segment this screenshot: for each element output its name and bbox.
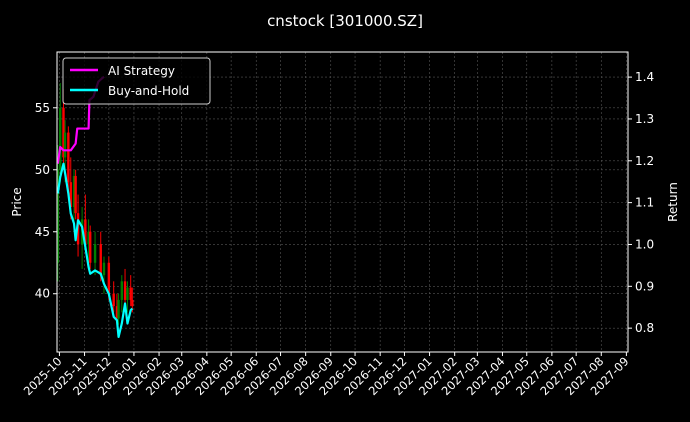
candle-body <box>123 281 127 300</box>
candle-body <box>69 182 72 207</box>
candle-body <box>89 231 92 263</box>
candle-body <box>126 287 129 300</box>
chart-title: cnstock [301000.SZ] <box>267 12 423 30</box>
candle-body <box>72 175 76 207</box>
candle-body <box>59 107 62 170</box>
candle-body <box>117 299 120 319</box>
candle-body <box>56 169 60 263</box>
candle-body <box>74 175 77 214</box>
axes: 2025-102025-112025-122026-012026-022026-… <box>21 70 654 398</box>
y-axis-right-label: Return <box>666 182 680 222</box>
y-left-tick-label: 50 <box>35 163 50 177</box>
series-line-buy-and-hold <box>56 162 134 339</box>
y-right-tick-label: 1.1 <box>635 196 654 210</box>
y-axis-left-label: Price <box>10 187 24 216</box>
candle-body <box>115 306 119 319</box>
plot-frame <box>56 51 629 353</box>
candle-body <box>120 281 123 300</box>
candle-body <box>129 287 132 300</box>
candle-body <box>63 132 67 158</box>
candle-body <box>84 219 87 245</box>
y-right-tick-label: 1.0 <box>635 237 654 251</box>
legend-label-ai: AI Strategy <box>108 64 175 78</box>
candle-body <box>87 231 90 245</box>
y-left-tick-label: 45 <box>35 225 50 239</box>
candle-body <box>107 262 111 294</box>
candle-body <box>112 293 115 307</box>
candle-body <box>93 244 97 263</box>
legend: AI Strategy Buy-and-Hold <box>62 57 211 105</box>
y-right-tick-label: 1.2 <box>635 154 654 168</box>
y-right-tick-label: 0.9 <box>635 279 654 293</box>
y-right-tick-label: 1.3 <box>635 112 654 126</box>
candle-body <box>99 244 102 276</box>
y-right-tick-label: 0.8 <box>635 321 654 335</box>
legend-label-bh: Buy-and-Hold <box>108 84 189 98</box>
candles <box>56 82 134 325</box>
candle-body <box>67 132 70 183</box>
candle-body <box>102 262 106 276</box>
y-left-tick-label: 40 <box>35 287 50 301</box>
candle-body <box>131 299 134 307</box>
candle-body <box>62 107 65 158</box>
y-right-tick-label: 1.4 <box>635 70 654 84</box>
y-left-tick-label: 55 <box>35 101 50 115</box>
